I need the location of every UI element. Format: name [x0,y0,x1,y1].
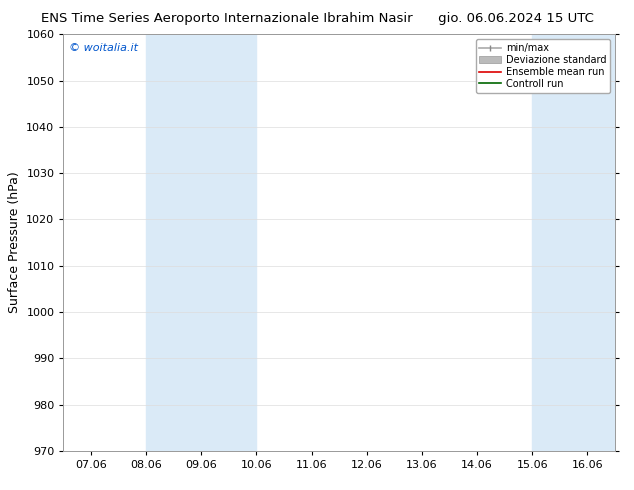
Bar [146,34,256,451]
Text: ENS Time Series Aeroporto Internazionale Ibrahim Nasir      gio. 06.06.2024 15 U: ENS Time Series Aeroporto Internazionale… [41,12,593,25]
Legend: min/max, Deviazione standard, Ensemble mean run, Controll run: min/max, Deviazione standard, Ensemble m… [476,39,610,93]
Text: © woitalia.it: © woitalia.it [69,43,138,52]
Bar [588,34,615,451]
Y-axis label: Surface Pressure (hPa): Surface Pressure (hPa) [8,172,21,314]
Bar [533,34,588,451]
